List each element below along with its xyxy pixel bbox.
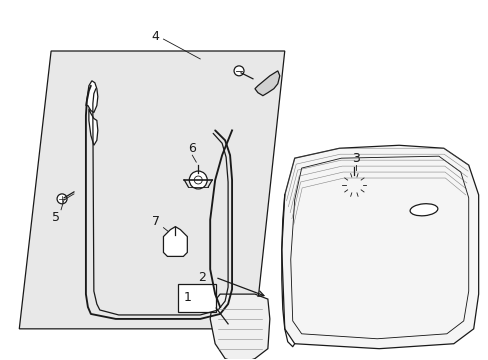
Text: 5: 5 [52, 211, 60, 224]
Polygon shape [254, 71, 279, 96]
Circle shape [194, 176, 202, 184]
Text: 3: 3 [352, 152, 360, 165]
Text: 4: 4 [151, 30, 159, 42]
Circle shape [342, 173, 366, 197]
Circle shape [189, 171, 207, 189]
Text: 7: 7 [151, 215, 159, 228]
Polygon shape [281, 145, 478, 349]
Text: 2: 2 [198, 271, 206, 284]
Text: 6: 6 [188, 142, 196, 155]
Circle shape [234, 66, 244, 76]
Polygon shape [210, 294, 269, 360]
Circle shape [57, 194, 67, 204]
Circle shape [347, 179, 360, 191]
Text: 1: 1 [183, 291, 191, 303]
Ellipse shape [409, 204, 437, 216]
Polygon shape [163, 227, 187, 256]
Polygon shape [86, 81, 98, 113]
Polygon shape [89, 109, 98, 145]
Polygon shape [19, 51, 284, 329]
Bar [178, 284, 216, 312]
